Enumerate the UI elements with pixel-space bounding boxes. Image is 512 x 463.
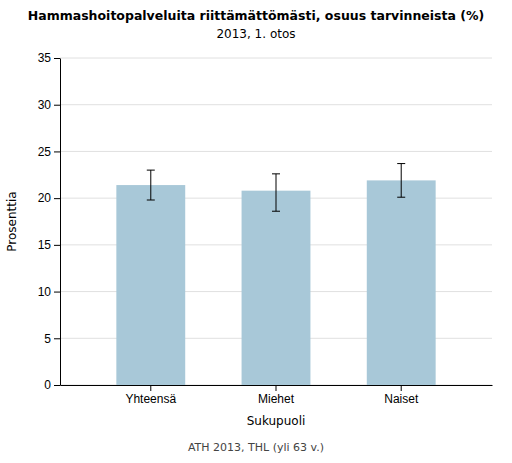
x-tick-label: Yhteensä [125,392,176,406]
y-tick-label: 35 [38,51,52,65]
error-bar [147,170,155,200]
y-tick: 15 [38,238,60,252]
y-tick-mark [54,105,60,106]
x-tick-label: Miehet [258,392,295,406]
footnote: ATH 2013, THL (yli 63 v.) [188,441,324,454]
grid-line [60,151,492,152]
bar [367,180,436,385]
x-tick-mark [401,385,402,391]
y-tick-label: 20 [38,191,52,205]
x-tick: Miehet [258,385,295,406]
x-axis-title: Sukupuoli [247,414,306,428]
y-tick-label: 25 [38,145,52,159]
y-tick: 0 [44,378,60,392]
y-axis-line [60,59,61,386]
x-tick-label: Naiset [384,392,419,406]
x-tick-mark [150,385,151,391]
y-axis-title: Prosenttia [5,191,19,251]
x-tick-mark [276,385,277,391]
y-tick: 25 [38,145,60,159]
bar [116,185,185,385]
y-tick-mark [54,292,60,293]
error-bar [272,174,280,211]
grid [60,58,492,385]
y-tick: 20 [38,191,60,205]
x-tick: Naiset [384,385,419,406]
y-tick-label: 15 [38,238,52,252]
y-tick: 30 [38,98,60,112]
y-tick-label: 10 [38,285,52,299]
bar [242,191,311,385]
y-tick-mark [54,198,60,199]
y-tick-label: 30 [38,98,52,112]
subtitle: 2013, 1. otos [216,27,295,41]
plot: Yhteensä Miehet Naiset 0 5 10 15 20 25 30 35 [38,51,493,405]
x-tick: Yhteensä [125,385,176,406]
y-tick-label: 5 [44,332,51,346]
y-tick-mark [54,338,60,339]
y-tick-mark [54,151,60,152]
y-tick-label: 0 [44,378,51,392]
marks [116,164,435,385]
y-tick: 5 [44,332,60,346]
error-bar [397,164,405,198]
y-tick-mark [54,385,60,386]
x-axis: Yhteensä Miehet Naiset [61,385,493,406]
y-tick: 35 [38,51,60,65]
grid-line [60,104,492,105]
chart: Yhteensä Miehet Naiset 0 5 10 15 20 25 30 35 Hammas… [0,0,512,463]
y-tick-mark [54,245,60,246]
y-axis: 0 5 10 15 20 25 30 35 [38,51,61,392]
title: Hammashoitopalveluita riittämättömästi, … [28,8,484,23]
y-tick: 10 [38,285,60,299]
grid-line [60,58,492,59]
y-tick-mark [54,58,60,59]
